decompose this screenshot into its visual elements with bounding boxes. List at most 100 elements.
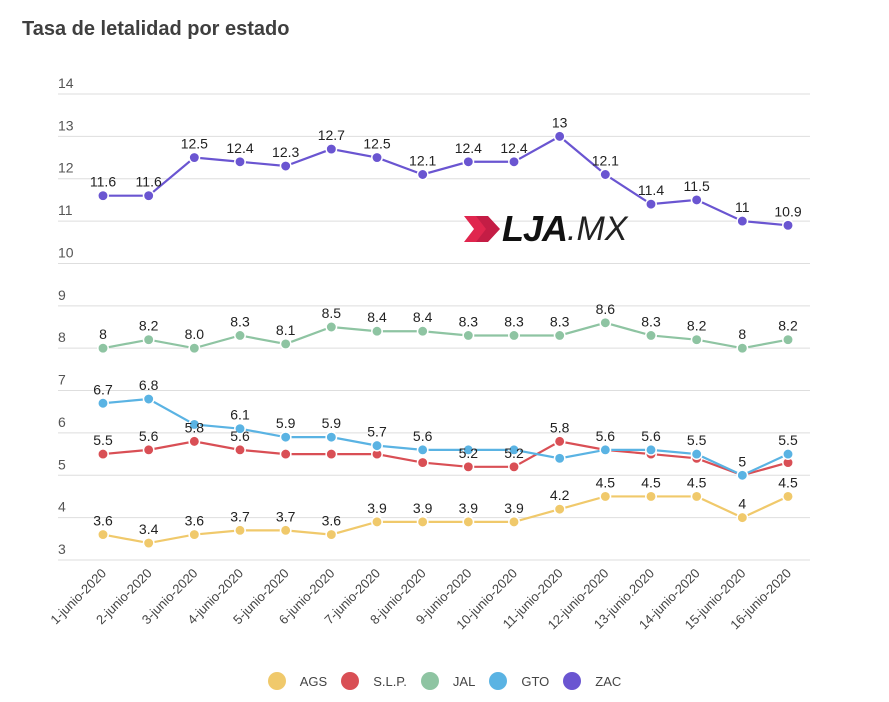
data-point[interactable]	[325, 321, 338, 333]
data-point[interactable]	[645, 198, 657, 211]
data-point[interactable]	[142, 443, 155, 456]
data-point[interactable]	[416, 443, 429, 456]
y-tick-label: 10	[58, 244, 74, 260]
data-point[interactable]	[508, 329, 520, 342]
data-point[interactable]	[416, 456, 429, 469]
data-point[interactable]	[97, 528, 109, 541]
data-point[interactable]	[736, 342, 749, 355]
data-point[interactable]	[462, 460, 475, 473]
data-label: 8.4	[413, 309, 433, 325]
data-point[interactable]	[782, 219, 794, 232]
data-point[interactable]	[279, 448, 292, 461]
y-tick-label: 11	[58, 202, 73, 218]
data-point[interactable]	[782, 333, 794, 346]
data-point[interactable]	[508, 443, 520, 456]
gridlines	[58, 93, 810, 561]
data-point[interactable]	[371, 439, 383, 452]
legend-item[interactable]: AGS	[267, 672, 327, 690]
data-point[interactable]	[599, 443, 612, 456]
data-point[interactable]	[599, 490, 612, 503]
data-point[interactable]	[553, 130, 566, 143]
data-label: 11.4	[638, 182, 664, 198]
data-point[interactable]	[736, 469, 749, 482]
data-point[interactable]	[371, 151, 383, 164]
data-point[interactable]	[234, 329, 246, 342]
data-point[interactable]	[553, 329, 566, 342]
data-point[interactable]	[508, 460, 520, 473]
data-point[interactable]	[234, 524, 246, 537]
data-point[interactable]	[508, 155, 520, 168]
data-point[interactable]	[142, 393, 155, 405]
legend-item[interactable]: JAL	[420, 672, 475, 690]
data-point[interactable]	[690, 193, 703, 206]
data-label: 12.4	[226, 140, 253, 156]
data-label: 12.1	[409, 152, 436, 168]
data-label: 5.6	[413, 428, 433, 444]
data-point[interactable]	[234, 443, 246, 456]
data-point[interactable]	[234, 155, 246, 168]
series-jal	[97, 316, 794, 355]
data-point[interactable]	[462, 329, 475, 342]
data-point[interactable]	[97, 342, 109, 355]
data-point[interactable]	[188, 435, 201, 448]
data-point[interactable]	[97, 448, 109, 461]
data-point[interactable]	[508, 515, 520, 528]
data-label: 8.4	[367, 309, 387, 325]
data-point[interactable]	[325, 448, 338, 461]
data-label: 6.8	[139, 377, 159, 393]
data-point[interactable]	[645, 443, 657, 456]
data-point[interactable]	[279, 337, 292, 350]
data-point[interactable]	[416, 515, 429, 528]
y-tick-label: 8	[58, 329, 66, 345]
data-point[interactable]	[416, 168, 429, 181]
legend-item[interactable]: GTO	[489, 672, 549, 690]
data-point[interactable]	[371, 325, 383, 338]
data-point[interactable]	[188, 418, 201, 431]
data-point[interactable]	[325, 431, 338, 444]
data-point[interactable]	[142, 189, 155, 202]
data-point[interactable]	[188, 342, 201, 355]
data-point[interactable]	[279, 431, 292, 444]
data-point[interactable]	[553, 503, 566, 516]
data-label: 5.5	[93, 432, 113, 448]
data-point[interactable]	[736, 511, 749, 524]
data-point[interactable]	[645, 490, 657, 503]
data-point[interactable]	[690, 333, 703, 346]
data-point[interactable]	[371, 515, 383, 528]
data-point[interactable]	[736, 215, 749, 228]
data-point[interactable]	[97, 189, 109, 202]
data-point[interactable]	[416, 325, 429, 338]
data-point[interactable]	[782, 448, 794, 461]
data-point[interactable]	[690, 448, 703, 461]
data-point[interactable]	[325, 528, 338, 541]
data-point[interactable]	[599, 168, 612, 181]
data-point[interactable]	[462, 443, 475, 456]
data-point[interactable]	[599, 316, 612, 329]
data-point[interactable]	[690, 490, 703, 503]
data-label: 5.5	[687, 432, 707, 448]
data-point[interactable]	[553, 435, 566, 448]
data-label: 4.5	[687, 474, 707, 490]
data-point[interactable]	[188, 528, 201, 541]
data-point[interactable]	[142, 537, 155, 550]
data-point[interactable]	[462, 515, 475, 528]
legend-item[interactable]: ZAC	[563, 672, 621, 690]
data-point[interactable]	[325, 143, 338, 156]
data-label: 3.6	[185, 513, 205, 529]
data-point[interactable]	[97, 397, 109, 410]
series-line	[102, 397, 789, 477]
data-point[interactable]	[279, 160, 292, 172]
data-point[interactable]	[188, 151, 201, 164]
data-point[interactable]	[782, 490, 794, 503]
data-point[interactable]	[142, 333, 155, 346]
data-label: 11.5	[684, 178, 710, 194]
data-label: 4.5	[778, 474, 798, 490]
data-label: 11.6	[90, 174, 116, 190]
data-point[interactable]	[279, 524, 292, 537]
data-point[interactable]	[645, 329, 657, 342]
data-point[interactable]	[462, 155, 475, 168]
data-label: 5.2	[504, 445, 524, 461]
legend-item[interactable]: S.L.P.	[341, 672, 407, 690]
data-point[interactable]	[234, 422, 246, 435]
data-point[interactable]	[553, 452, 566, 465]
